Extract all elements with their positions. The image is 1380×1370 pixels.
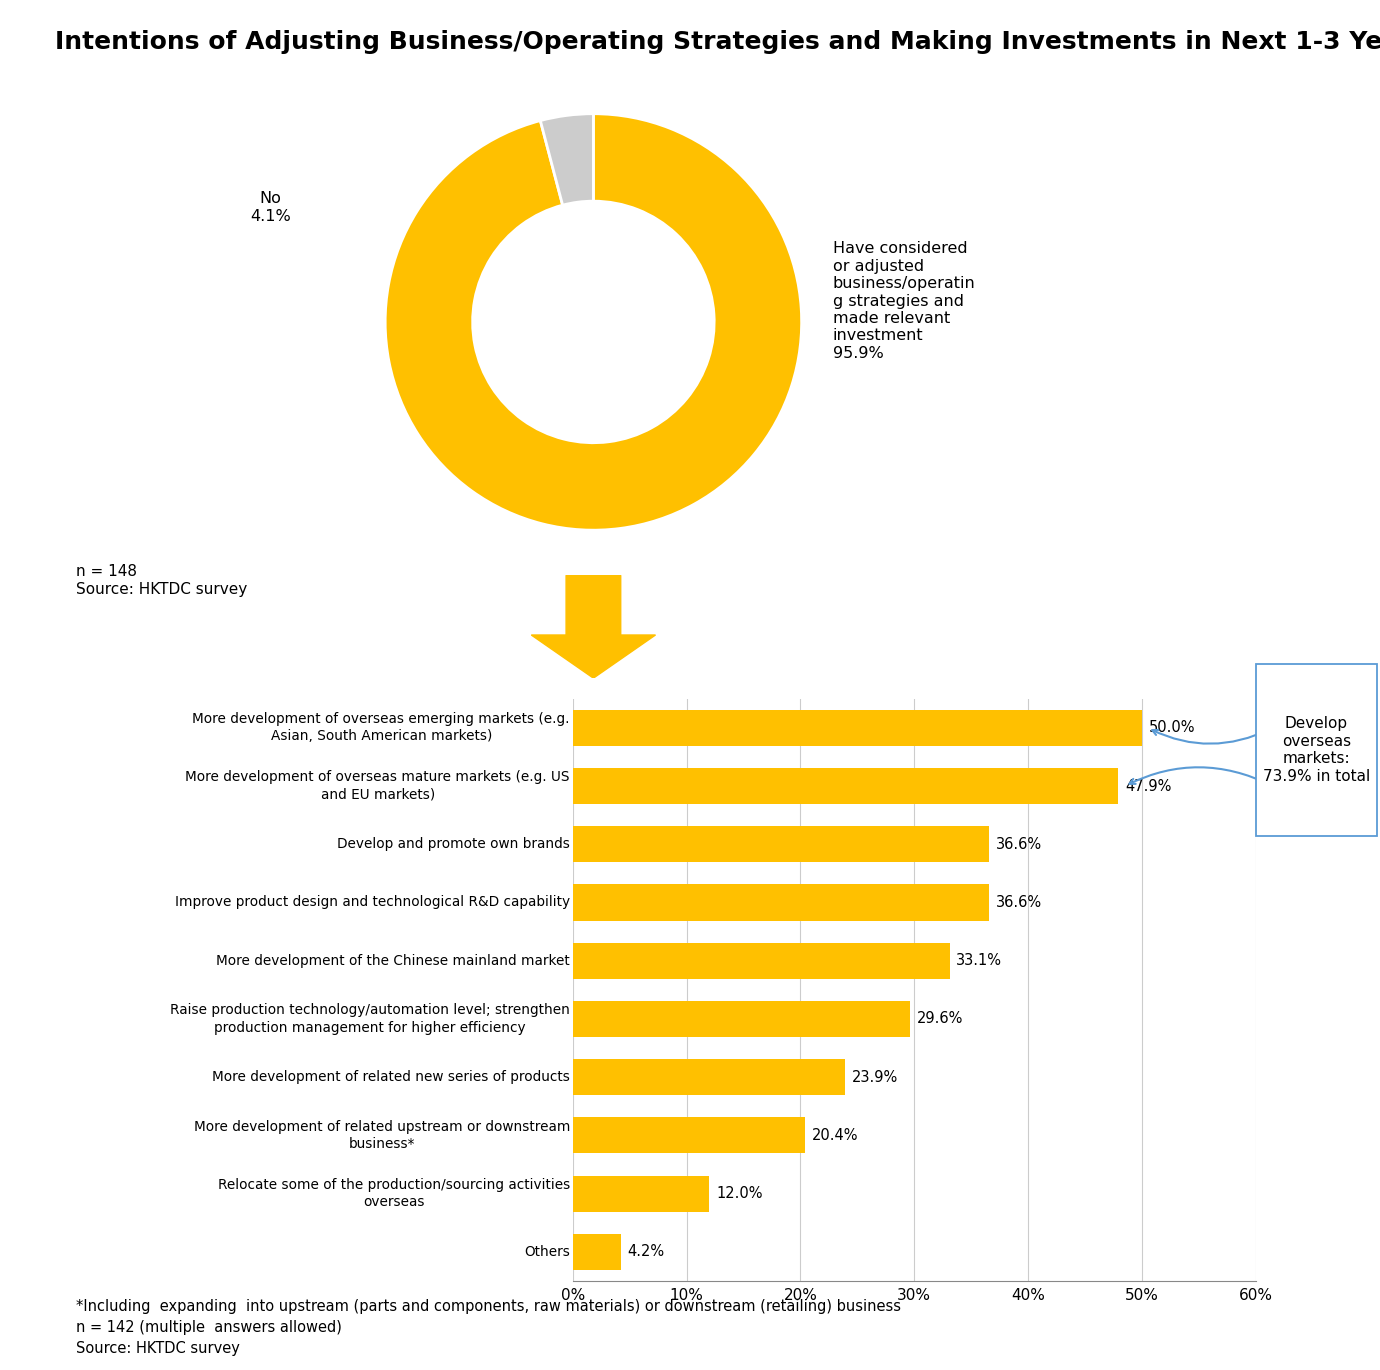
Text: More development of overseas emerging markets (e.g.
Asian, South American market: More development of overseas emerging ma… (192, 712, 570, 744)
Text: 33.1%: 33.1% (956, 954, 1002, 969)
Text: More development of related new series of products: More development of related new series o… (213, 1070, 570, 1084)
Bar (573, 1001, 909, 1037)
Text: More development of overseas mature markets (e.g. US
and EU markets): More development of overseas mature mark… (185, 770, 570, 801)
Bar (573, 826, 989, 862)
Text: No
4.1%: No 4.1% (250, 192, 291, 223)
Bar (573, 1118, 805, 1154)
Bar (573, 885, 989, 921)
Text: 4.2%: 4.2% (628, 1244, 665, 1259)
Bar (573, 943, 949, 978)
Bar (573, 1059, 845, 1095)
Text: Develop and promote own brands: Develop and promote own brands (337, 837, 570, 851)
Text: 47.9%: 47.9% (1125, 778, 1172, 793)
Text: More development of related upstream or downstream
business*: More development of related upstream or … (193, 1119, 570, 1151)
Wedge shape (385, 114, 802, 530)
Text: Raise production technology/automation level; strengthen
production management f: Raise production technology/automation l… (170, 1003, 570, 1034)
Text: 29.6%: 29.6% (916, 1011, 963, 1026)
Text: 20.4%: 20.4% (811, 1128, 858, 1143)
Text: n = 148
Source: HKTDC survey: n = 148 Source: HKTDC survey (76, 564, 247, 597)
Text: 12.0%: 12.0% (716, 1186, 763, 1201)
Bar (573, 1234, 621, 1270)
Text: *Including  expanding  into upstream (parts and components, raw materials) or do: *Including expanding into upstream (part… (76, 1299, 901, 1356)
Bar (573, 769, 1118, 804)
Polygon shape (531, 575, 656, 678)
Text: 50.0%: 50.0% (1148, 721, 1195, 736)
Text: 36.6%: 36.6% (996, 895, 1042, 910)
Text: Improve product design and technological R&D capability: Improve product design and technological… (175, 896, 570, 910)
Text: 23.9%: 23.9% (851, 1070, 898, 1085)
Text: More development of the Chinese mainland market: More development of the Chinese mainland… (217, 954, 570, 967)
Bar (573, 710, 1141, 745)
Text: 36.6%: 36.6% (996, 837, 1042, 852)
Text: Intentions of Adjusting Business/Operating Strategies and Making Investments in : Intentions of Adjusting Business/Operati… (55, 30, 1380, 55)
Wedge shape (541, 114, 593, 206)
Text: Others: Others (524, 1245, 570, 1259)
Text: Relocate some of the production/sourcing activities
overseas: Relocate some of the production/sourcing… (218, 1178, 570, 1210)
Text: Develop
overseas
markets:
73.9% in total: Develop overseas markets: 73.9% in total (1263, 717, 1370, 784)
Text: Have considered
or adjusted
business/operatin
g strategies and
made relevant
inv: Have considered or adjusted business/ope… (834, 241, 976, 360)
Bar (573, 1175, 709, 1211)
